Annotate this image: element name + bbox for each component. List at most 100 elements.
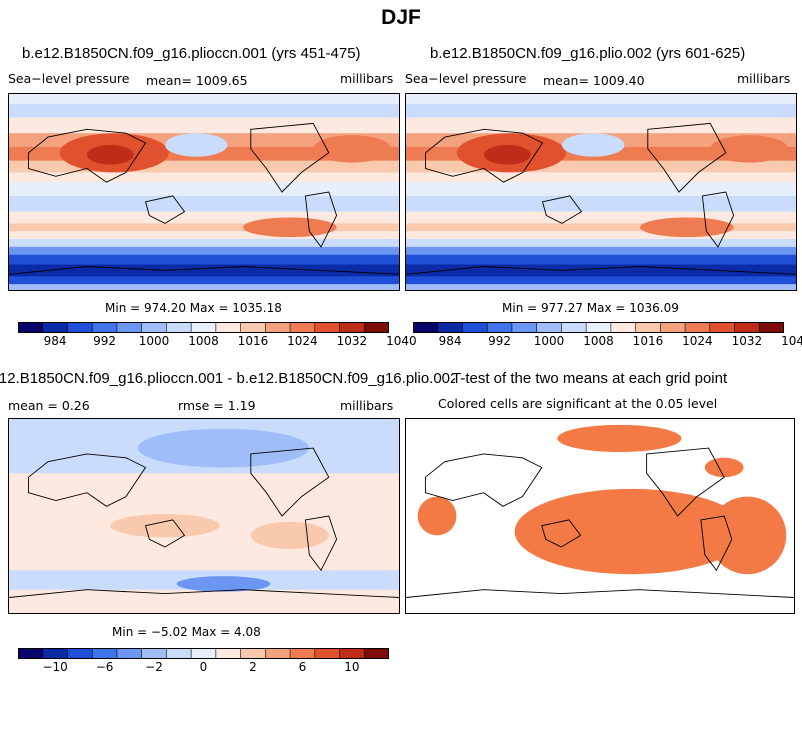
field-band bbox=[9, 94, 399, 105]
field-band bbox=[9, 103, 399, 119]
coastline bbox=[425, 128, 544, 183]
panel-1-minmax: Min = 974.20 Max = 1035.18 bbox=[105, 301, 282, 315]
panel-2-title: b.e12.B1850CN.f09_g16.plio.002 (yrs 601-… bbox=[430, 45, 746, 62]
coastline bbox=[9, 266, 399, 275]
colorbar-frame bbox=[413, 322, 784, 333]
coastline bbox=[304, 191, 338, 248]
colorbar-cell bbox=[116, 322, 143, 333]
panel-1-mean: mean= 1009.65 bbox=[146, 73, 248, 88]
colorbar-tick-label: 1016 bbox=[632, 334, 664, 348]
colorbar-cell bbox=[290, 648, 316, 659]
field-band bbox=[406, 117, 796, 134]
panel-4-field bbox=[406, 419, 794, 613]
colorbar-tick-label: 1032 bbox=[731, 334, 763, 348]
sig-region bbox=[704, 457, 744, 478]
field-band bbox=[406, 103, 796, 119]
field-band bbox=[9, 231, 399, 240]
colorbar-cell bbox=[487, 322, 513, 333]
panel-3-title-clip: b.e12.B1850CN.f09_g16.plioccn.001 - b.e1… bbox=[0, 368, 455, 390]
colorbar-tick-label: 1024 bbox=[287, 334, 318, 348]
panel-3-field bbox=[9, 419, 399, 613]
colorbar-cell bbox=[290, 322, 316, 333]
field-band bbox=[9, 254, 399, 266]
atlantic-high bbox=[710, 135, 789, 163]
colorbar-tick-label: 1032 bbox=[336, 334, 368, 348]
coastline bbox=[406, 589, 794, 598]
colorbar-tick-label: 1000 bbox=[533, 334, 565, 348]
colorbar-cell bbox=[166, 322, 192, 333]
coastline bbox=[250, 447, 330, 517]
panel-1-units: millibars bbox=[340, 71, 394, 86]
colorbar-tick-label: 992 bbox=[93, 334, 117, 348]
panel-1-colorbar-ticks: 984 992 1000 1008 1016 1024 1032 1040 bbox=[18, 334, 417, 350]
colorbar-cell bbox=[67, 648, 93, 659]
panel-1-colorbar bbox=[18, 322, 389, 333]
colorbar-tick-label: 1024 bbox=[682, 334, 713, 348]
colorbar-cell bbox=[635, 322, 661, 333]
colorbar-cell bbox=[191, 322, 217, 333]
colorbar-cell bbox=[240, 648, 266, 659]
field-band bbox=[9, 264, 399, 277]
field-band bbox=[9, 276, 399, 285]
colorbar-cell bbox=[536, 322, 562, 333]
sig-region bbox=[514, 488, 748, 575]
coastline bbox=[28, 453, 147, 507]
field-band bbox=[406, 284, 796, 290]
arctic-neg bbox=[137, 428, 310, 468]
colorbar-tick-label: 1040 bbox=[386, 334, 417, 348]
colorbar-cell bbox=[42, 322, 68, 333]
colorbar-cell bbox=[92, 322, 118, 333]
colorbar-cell bbox=[462, 322, 488, 333]
colorbar-cell bbox=[42, 648, 68, 659]
panel-2-variable: Sea−level pressure bbox=[405, 71, 527, 86]
colorbar-tick-label: −10 bbox=[42, 660, 68, 674]
colorbar-cell bbox=[314, 648, 341, 659]
field-band bbox=[9, 172, 399, 183]
panel-4-subtitle: Colored cells are significant at the 0.0… bbox=[438, 396, 718, 411]
colorbar-tick-label: 992 bbox=[488, 334, 512, 348]
coastline bbox=[700, 515, 733, 572]
colorbar-cell bbox=[191, 648, 217, 659]
field-band bbox=[9, 211, 399, 224]
colorbar-cell bbox=[610, 322, 637, 333]
field-band bbox=[9, 246, 399, 256]
field-band bbox=[9, 182, 399, 197]
field-band bbox=[9, 239, 399, 248]
field-band bbox=[406, 264, 796, 277]
colorbar-frame bbox=[18, 648, 389, 659]
colorbar-cell bbox=[314, 322, 341, 333]
coastline bbox=[647, 122, 727, 193]
coastline bbox=[28, 128, 147, 183]
coastline bbox=[424, 453, 543, 507]
field-band bbox=[406, 172, 796, 183]
colorbar-tick-label: 0 bbox=[199, 660, 208, 674]
colorbar-cell bbox=[18, 322, 44, 333]
colorbar-cell bbox=[685, 322, 711, 333]
atlantic-high bbox=[313, 135, 392, 163]
colorbar-tick-label: 1008 bbox=[583, 334, 614, 348]
colorbar-cell bbox=[759, 322, 784, 333]
field-band bbox=[406, 223, 796, 232]
figure-title: DJF bbox=[381, 6, 421, 29]
field-band bbox=[406, 276, 796, 285]
panel-2-minmax: Min = 977.27 Max = 1036.09 bbox=[502, 301, 679, 315]
colorbar-cell bbox=[437, 322, 463, 333]
coastline bbox=[304, 515, 338, 572]
tropics-pos bbox=[110, 514, 220, 538]
panel-3-minmax: Min = −5.02 Max = 4.08 bbox=[112, 625, 261, 639]
colorbar-cell bbox=[215, 322, 242, 333]
panel-4-map bbox=[405, 418, 795, 614]
colorbar-cell bbox=[265, 322, 291, 333]
sig-region bbox=[417, 496, 457, 536]
panel-2-colorbar-ticks: 984 992 1000 1008 1016 1024 1032 1040 bbox=[413, 334, 802, 350]
field-band bbox=[9, 117, 399, 134]
panel-2-units: millibars bbox=[737, 71, 791, 86]
panel-2-field bbox=[406, 94, 796, 290]
panel-2-mean: mean= 1009.40 bbox=[543, 73, 645, 88]
field-band bbox=[9, 195, 399, 213]
colorbar-tick-label: 2 bbox=[249, 660, 257, 674]
colorbar-cell bbox=[92, 648, 118, 659]
panel-3-units: millibars bbox=[340, 398, 394, 413]
panel-1-variable: Sea−level pressure bbox=[8, 71, 130, 86]
colorbar-cell bbox=[339, 322, 365, 333]
